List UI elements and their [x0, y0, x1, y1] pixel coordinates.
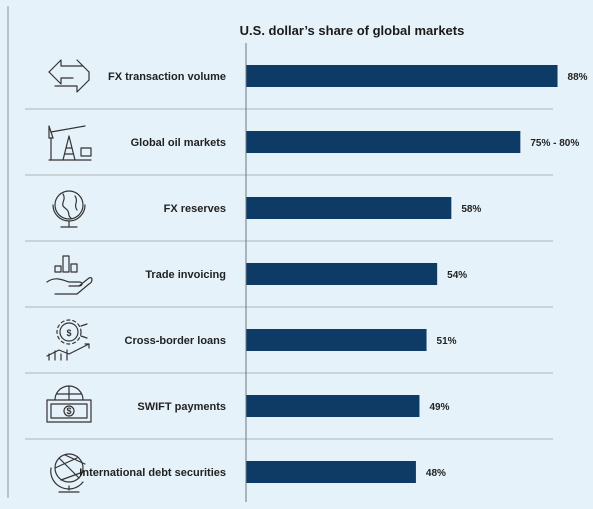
chart-title: U.S. dollar’s share of global markets: [240, 23, 465, 38]
gear-dollar-growth-icon: $: [46, 319, 90, 361]
category-label: SWIFT payments: [137, 401, 226, 413]
oil-pump-icon: [48, 125, 92, 161]
bar: [246, 461, 416, 483]
value-label: 51%: [437, 336, 457, 347]
value-label: 75% - 80%: [530, 138, 579, 149]
value-label: 88%: [568, 72, 588, 83]
banknote-dollar-icon: $: [46, 385, 92, 423]
category-label: FX reserves: [164, 203, 226, 215]
category-label: Trade invoicing: [145, 269, 226, 281]
svg-text:$: $: [66, 328, 71, 338]
category-label: Cross-border loans: [125, 335, 226, 347]
hand-chart-icon: [46, 255, 93, 295]
bar: [246, 329, 427, 351]
bar: [246, 263, 438, 285]
bar: [246, 197, 452, 219]
bar: [246, 395, 420, 417]
value-label: 58%: [461, 204, 481, 215]
bar: [246, 65, 558, 87]
desk-globe-icon: [50, 453, 86, 493]
category-label: International debt securities: [79, 467, 226, 479]
category-label: Global oil markets: [131, 137, 226, 149]
globe-icon: [52, 190, 86, 228]
category-label: FX transaction volume: [108, 71, 226, 83]
svg-text:$: $: [66, 406, 71, 416]
exchange-arrows-icon: [48, 59, 90, 93]
value-label: 49%: [429, 402, 449, 413]
value-label: 48%: [426, 468, 446, 479]
value-label: 54%: [447, 270, 467, 281]
bar: [246, 131, 521, 153]
